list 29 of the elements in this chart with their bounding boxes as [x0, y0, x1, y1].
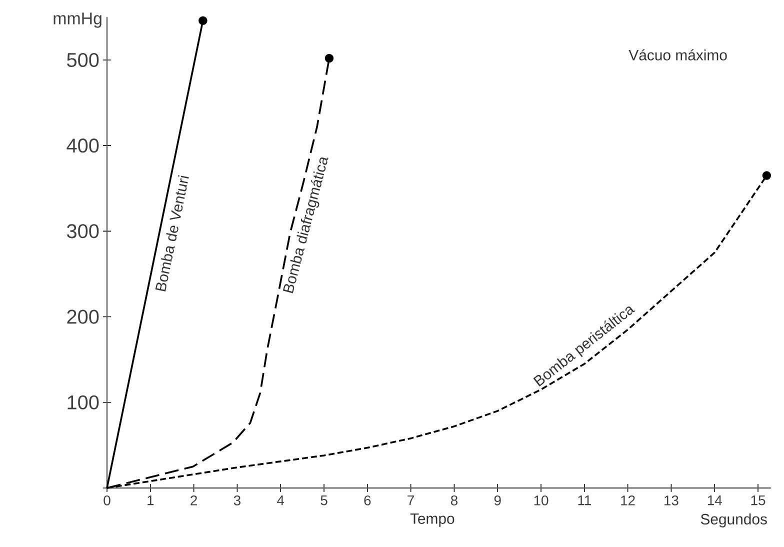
x-tick-label: 6 — [364, 495, 371, 506]
text: Bomba de Venturi — [155, 175, 189, 292]
y-tick-label: 300 — [67, 224, 99, 238]
x-tick-label: 7 — [408, 496, 414, 506]
x-tick-label: 2 — [190, 495, 197, 506]
x-tick-label: 12 — [621, 495, 635, 506]
y-tick-label: 500 — [67, 52, 99, 68]
y-tick-label: 400 — [66, 138, 99, 153]
x-tick-label: 9 — [494, 495, 501, 506]
x-tick-label: 5 — [320, 496, 328, 506]
point — [198, 16, 208, 25]
x-tick-label: 8 — [450, 495, 458, 506]
annotation: Vácuo máximo — [628, 49, 727, 60]
x-axis-title: Tempo — [410, 514, 454, 527]
x-tick-label: 0 — [104, 495, 110, 506]
x-tick-label: 13 — [664, 495, 678, 506]
x-tick-label: 15 — [751, 496, 766, 506]
x-tick-label: 10 — [534, 495, 548, 506]
point — [762, 171, 772, 180]
y-tick-label: 100 — [68, 395, 99, 410]
x-tick-label: 1 — [148, 496, 154, 506]
point — [324, 54, 334, 63]
y-axis-title: mmHg — [54, 12, 102, 28]
x-tick-label: 4 — [277, 496, 284, 506]
x-tick-label: 3 — [234, 495, 240, 506]
x-tick-label: 14 — [708, 496, 722, 506]
x-tick-label: 11 — [578, 496, 591, 506]
y-tick-label: 200 — [67, 310, 99, 324]
text: Segundos — [700, 514, 767, 528]
